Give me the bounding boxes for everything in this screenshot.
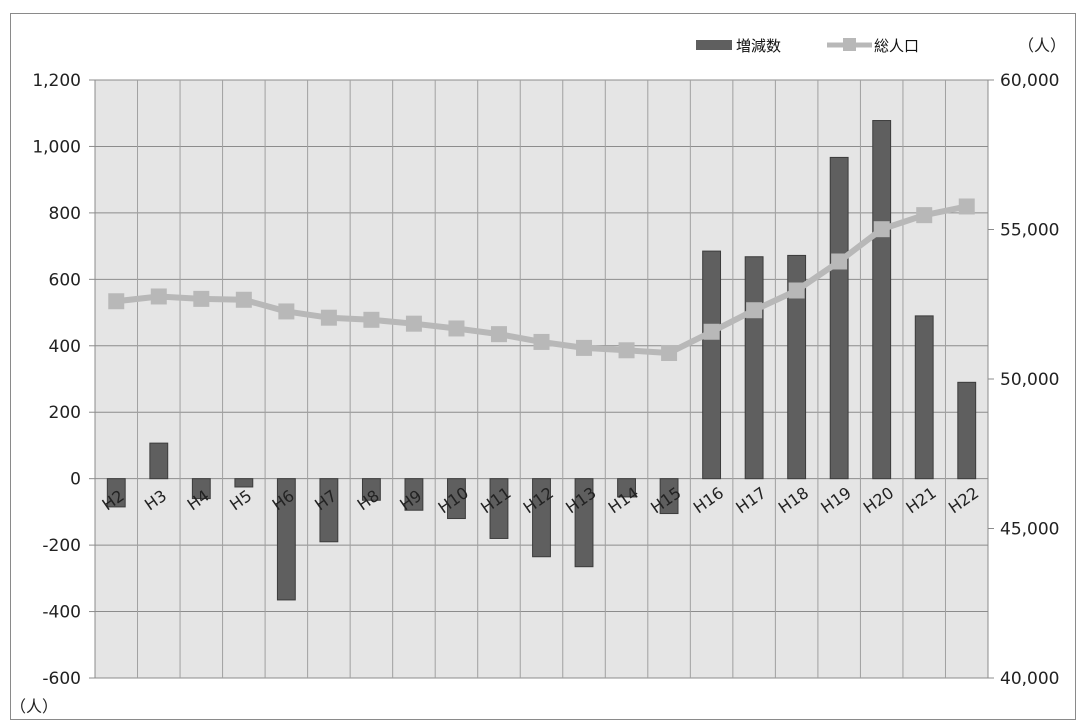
left-axis-tick-label: 1,200 — [32, 71, 81, 91]
bar-H22 — [957, 381, 977, 480]
population-marker-H8 — [363, 311, 380, 328]
legend: 増減数 総人口 — [696, 37, 919, 55]
bar-H20 — [872, 120, 892, 480]
left-axis-tick-label: 200 — [49, 403, 81, 423]
population-marker-H21 — [916, 207, 933, 224]
left-axis-tick-label: 800 — [49, 204, 81, 224]
legend-line-marker — [843, 38, 856, 51]
bar-H18 — [787, 254, 807, 480]
population-marker-H2 — [108, 293, 125, 310]
left-axis-tick-label: 400 — [49, 337, 81, 357]
legend-bar-label: 増減数 — [736, 37, 781, 55]
bar-H21 — [914, 315, 934, 480]
bar-H4 — [191, 478, 211, 500]
population-marker-H3 — [150, 288, 167, 305]
left-axis-tick-label: -400 — [42, 603, 81, 623]
population-marker-H16 — [703, 323, 720, 340]
bar-H19 — [829, 156, 849, 480]
bar-H2 — [106, 478, 126, 508]
bar-H10 — [447, 478, 466, 520]
left-axis-tick-label: 600 — [49, 270, 81, 290]
right-axis-tick-label: 40,000 — [1000, 669, 1059, 689]
bar-H14 — [617, 478, 636, 498]
plot-background — [95, 80, 988, 678]
population-marker-H22 — [958, 198, 975, 215]
right-axis-tick-label: 60,000 — [1000, 71, 1059, 91]
bar-H3 — [149, 442, 169, 480]
population-marker-H7 — [320, 309, 337, 326]
population-marker-H9 — [405, 315, 422, 332]
population-marker-H5 — [235, 291, 252, 308]
bar-H5 — [234, 478, 254, 488]
right-axis-unit: （人） — [1018, 36, 1066, 55]
line-series — [108, 198, 975, 361]
left-axis-unit: （人） — [10, 697, 58, 716]
right-axis-tick-label: 45,000 — [1000, 520, 1059, 540]
legend-line-label: 総人口 — [874, 37, 919, 55]
population-marker-H13 — [576, 339, 593, 356]
population-marker-H20 — [873, 221, 890, 238]
bar-H11 — [489, 478, 509, 539]
population-marker-H17 — [746, 302, 763, 319]
population-marker-H11 — [490, 326, 507, 343]
left-axis-tick-label: -200 — [42, 536, 81, 556]
bar-H12 — [532, 478, 551, 558]
population-marker-H4 — [193, 290, 210, 307]
population-marker-H12 — [533, 333, 550, 350]
bar-H15 — [659, 478, 679, 515]
bar-series — [106, 120, 977, 601]
bar-H9 — [404, 478, 424, 511]
population-marker-H15 — [661, 344, 678, 361]
population-marker-H10 — [448, 320, 465, 337]
population-marker-H18 — [788, 282, 805, 299]
left-axis-tick-label: -600 — [42, 669, 81, 689]
left-axis-tick-label: 1,000 — [32, 137, 81, 157]
bar-H7 — [319, 478, 339, 543]
bar-H13 — [574, 478, 594, 568]
bar-H16 — [702, 250, 722, 480]
bar-H8 — [361, 478, 381, 501]
plot-area — [95, 80, 988, 678]
legend-bar-swatch — [696, 40, 732, 50]
right-axis-tick-label: 55,000 — [1000, 221, 1059, 241]
right-axis-tick-label: 50,000 — [1000, 370, 1059, 390]
population-marker-H19 — [831, 253, 848, 270]
left-axis-tick-label: 0 — [70, 470, 81, 490]
bar-H17 — [744, 256, 764, 480]
population-marker-H14 — [618, 342, 635, 359]
population-marker-H6 — [278, 303, 295, 320]
bar-H6 — [276, 478, 296, 601]
